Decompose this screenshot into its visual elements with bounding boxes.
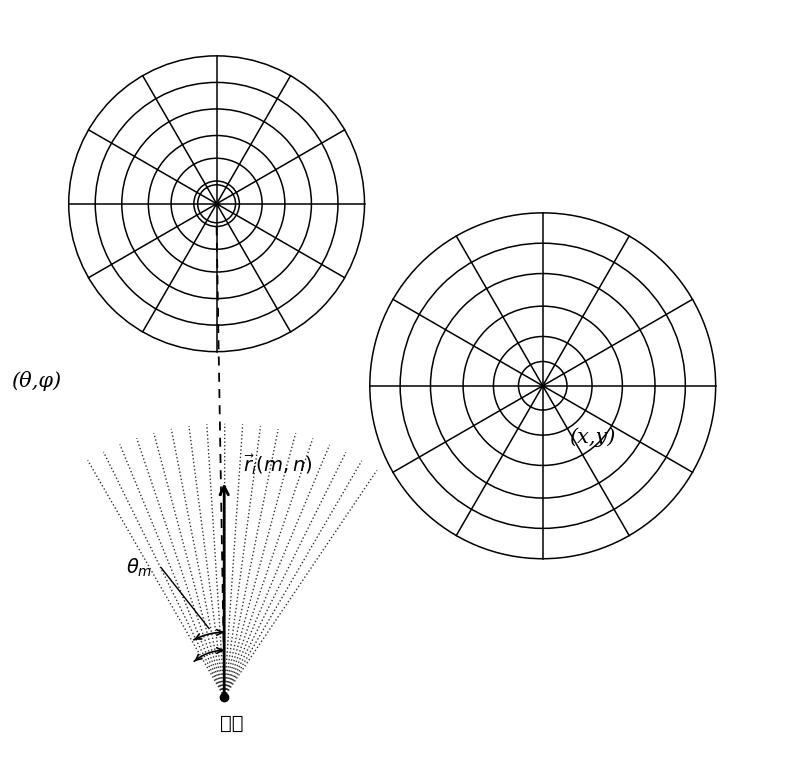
Text: (x,y): (x,y)	[570, 428, 616, 447]
Text: 馈源: 馈源	[220, 714, 243, 733]
Text: (θ,φ): (θ,φ)	[11, 371, 61, 390]
Text: $\vec{r}_i(m,n)$: $\vec{r}_i(m,n)$	[243, 452, 313, 477]
Text: $\theta_m$: $\theta_m$	[126, 557, 152, 579]
